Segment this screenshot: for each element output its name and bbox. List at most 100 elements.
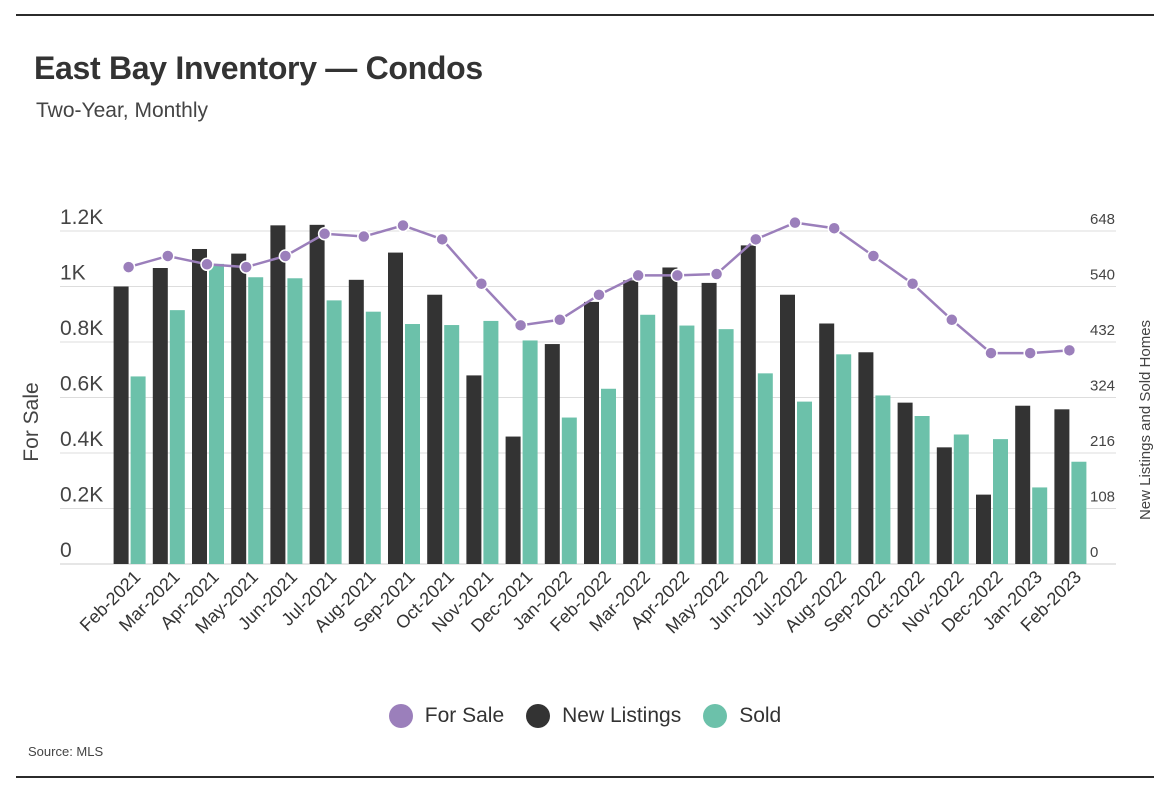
bar-sold: [561, 417, 577, 564]
bar-sold: [601, 388, 616, 564]
bar-sold: [287, 278, 303, 564]
legend-item-for-sale: For Sale: [388, 704, 505, 728]
point-for-sale: [905, 276, 920, 291]
chart-title: East Bay Inventory — Condos: [34, 50, 483, 86]
point-for-sale: [121, 260, 136, 274]
bar-sold: [444, 325, 460, 564]
y2-tick-label: 108: [1090, 489, 1115, 506]
bar-new-listings: [544, 344, 560, 564]
bar-sold: [953, 434, 969, 564]
bar-new-listings: [623, 280, 639, 564]
y-tick-label: 0.4K: [60, 428, 103, 451]
bottom-rule: [16, 776, 1154, 778]
bar-sold: [365, 311, 381, 564]
y2-tick-label: 432: [1090, 322, 1115, 339]
legend-label-new-listings: New Listings: [562, 704, 682, 727]
top-rule: [16, 14, 1154, 16]
point-for-sale: [788, 215, 802, 230]
point-for-sale: [513, 318, 528, 333]
line-series: [121, 215, 1077, 360]
point-for-sale: [749, 232, 763, 247]
x-axis-ticks: Feb-2021Mar-2021Apr-2021May-2021Jun-2021…: [76, 567, 1085, 638]
bar-new-listings: [152, 268, 168, 564]
bar-new-listings: [976, 494, 991, 564]
legend-label-sold: Sold: [739, 704, 782, 727]
y2-tick-label: 540: [1090, 267, 1115, 284]
legend-item-sold: Sold: [703, 704, 781, 728]
y-tick-label: 0.8K: [60, 317, 103, 340]
bar-sold: [640, 314, 656, 564]
y-tick-label: 1.2K: [60, 206, 103, 229]
point-for-sale: [1062, 343, 1077, 358]
bar-sold: [248, 277, 264, 564]
point-for-sale: [474, 276, 489, 291]
bar-new-listings: [113, 286, 129, 564]
point-for-sale: [553, 313, 567, 327]
y2-tick-label: 0: [1090, 544, 1098, 561]
y-tick-label: 0.2K: [60, 484, 103, 507]
point-for-sale: [670, 268, 685, 283]
bar-sold: [326, 300, 342, 564]
legend-swatch-sold: [703, 704, 728, 728]
y-axis-label: For Sale: [20, 382, 43, 461]
point-for-sale: [239, 260, 253, 274]
legend-item-new-listings: New Listings: [526, 704, 681, 728]
bar-sold: [718, 329, 734, 564]
bar-sold: [522, 340, 538, 564]
y2-tick-label: 324: [1090, 378, 1115, 395]
bar-new-listings: [505, 436, 521, 564]
bar-sold: [130, 376, 146, 564]
bar-sold: [405, 324, 420, 564]
bar-new-listings: [270, 225, 286, 564]
point-for-sale: [866, 249, 881, 263]
y2-tick-label: 216: [1090, 433, 1115, 450]
bar-sold: [209, 263, 224, 564]
bar-new-listings: [1054, 409, 1070, 564]
point-for-sale: [435, 232, 449, 247]
bar-new-listings: [1015, 405, 1031, 564]
bar-sold: [1071, 461, 1087, 564]
bar-new-listings: [936, 447, 952, 564]
bar-new-listings: [819, 323, 835, 564]
y2-tick-label: 648: [1090, 211, 1115, 228]
point-for-sale: [200, 257, 214, 272]
legend-swatch-for-sale: [388, 704, 413, 728]
point-for-sale: [709, 267, 724, 281]
source-note: Source: MLS: [28, 744, 104, 759]
bar-sold: [836, 354, 852, 564]
point-for-sale: [945, 313, 959, 327]
legend: For Sale New Listings Sold: [0, 704, 1170, 728]
bar-new-listings: [584, 301, 599, 564]
bar-new-listings: [466, 375, 482, 564]
point-for-sale: [984, 346, 998, 360]
bar-new-listings: [192, 248, 207, 564]
bar-new-listings: [388, 252, 403, 565]
bar-sold: [875, 395, 891, 564]
bar-sold: [1032, 487, 1048, 564]
point-for-sale: [278, 249, 293, 263]
bar-sold: [757, 373, 773, 564]
bar-series: [113, 224, 1087, 565]
bar-new-listings: [231, 253, 247, 564]
bar-new-listings: [780, 294, 795, 564]
legend-swatch-new-listings: [526, 704, 551, 728]
legend-label-for-sale: For Sale: [424, 704, 505, 727]
y-tick-label: 0.6K: [60, 373, 103, 396]
bar-sold: [679, 325, 695, 564]
y2-axis-label: New Listings and Sold Homes: [1137, 320, 1154, 520]
bar-new-listings: [701, 282, 717, 564]
bar-sold: [483, 320, 499, 564]
point-for-sale: [1023, 346, 1037, 360]
bar-new-listings: [662, 267, 678, 564]
point-for-sale: [631, 268, 645, 283]
y-tick-label: 1K: [60, 262, 86, 285]
chart-subtitle: Two-Year, Monthly: [36, 99, 208, 122]
point-for-sale: [827, 221, 841, 235]
bar-new-listings: [427, 294, 443, 564]
chart-canvas: 0 0.2K 0.4K 0.6K 0.8K 1K 1.2K 0 108 216 324 432 540…: [20, 206, 1154, 638]
y-axis-left-ticks: 0 0.2K 0.4K 0.6K 0.8K 1K 1.2K: [60, 206, 103, 562]
bar-new-listings: [740, 245, 756, 564]
bar-new-listings: [897, 402, 913, 564]
bar-new-listings: [858, 352, 874, 564]
point-for-sale: [317, 227, 332, 241]
